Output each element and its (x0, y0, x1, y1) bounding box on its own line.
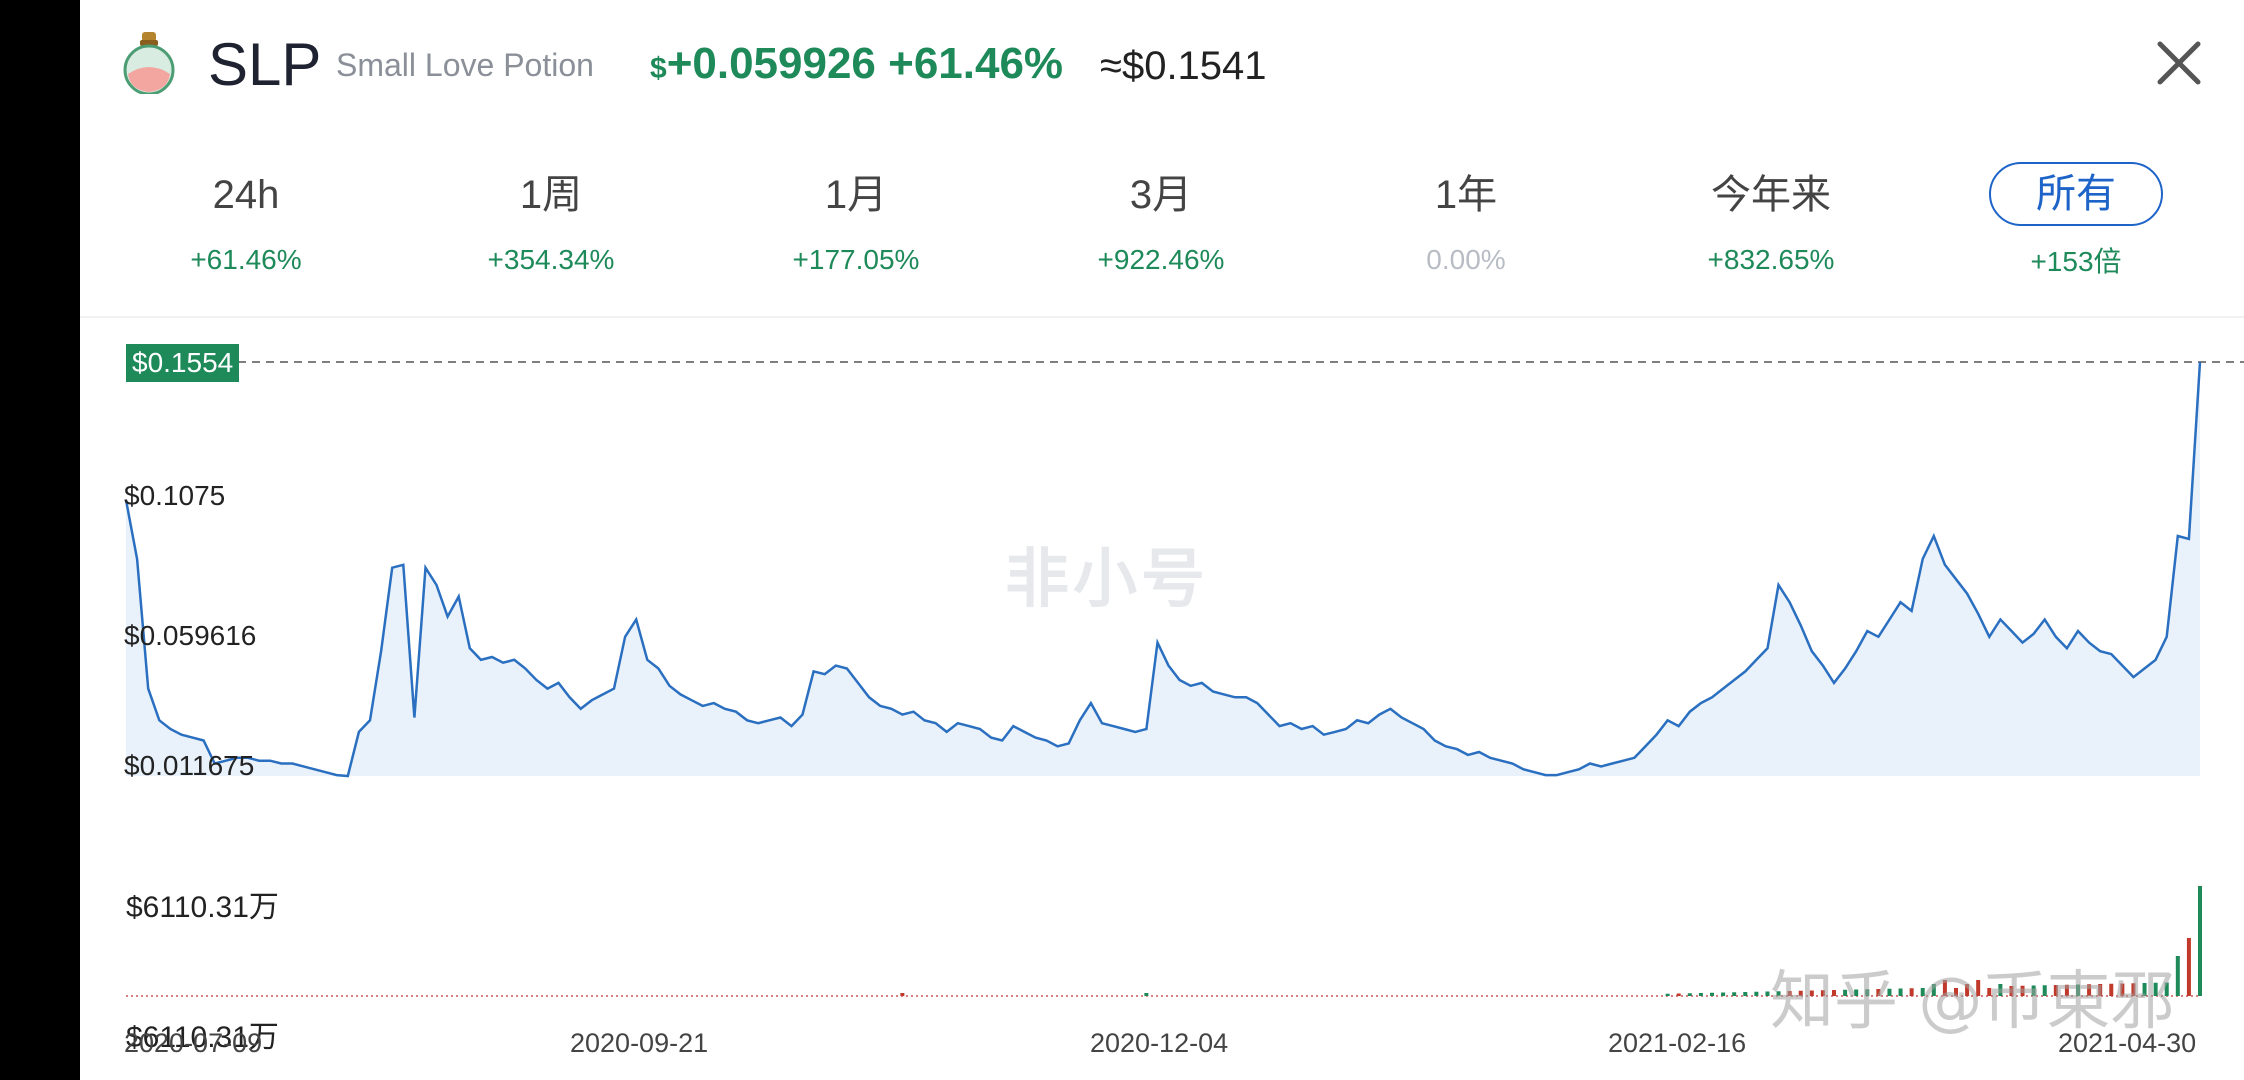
tab-label: 24h (212, 173, 280, 217)
volume-bar (1743, 992, 1748, 996)
volume-label-max: $6110.31万 (126, 891, 279, 924)
dollar-sign: $ (650, 52, 667, 85)
volume-bar (2164, 982, 2169, 996)
close-icon[interactable] (2152, 36, 2206, 90)
volume-bar (2053, 985, 2058, 996)
tab-percent: +832.65% (1707, 244, 1835, 275)
coin-detail-panel: SLP Small Love Potion $+0.059926 +61.46%… (80, 0, 2244, 1080)
volume-bar (1698, 993, 1703, 996)
tab-1week[interactable]: 1周 +354.34% (451, 160, 651, 276)
volume-bar (2175, 956, 2180, 996)
x-axis-label: 2020-12-04 (1090, 1028, 1229, 1058)
volume-bar (2109, 983, 2114, 996)
volume-bar (2098, 984, 2103, 996)
x-axis-label: 2020-09-21 (570, 1028, 709, 1058)
watermark-feixiaohao: 非小号 (1005, 543, 1209, 617)
volume-bar (1710, 992, 1714, 996)
tab-all[interactable]: 所有 +153倍 (1976, 160, 2176, 280)
tab-percent: +354.34% (487, 244, 615, 275)
x-axis-label: 2021-02-16 (1608, 1028, 1747, 1058)
volume-bar (900, 993, 905, 996)
price-area-fill (126, 362, 2200, 776)
coin-full-name: Small Love Potion (336, 47, 594, 83)
volume-bar (1887, 988, 1892, 996)
volume-bar (1798, 990, 1803, 996)
volume-bar (1754, 991, 1759, 996)
tab-percent: +61.46% (190, 244, 302, 275)
tab-percent: +177.05% (792, 244, 920, 275)
volume-bar (1909, 988, 1914, 996)
volume-bar (1721, 992, 1726, 996)
tab-label: 1年 (1434, 173, 1498, 217)
approx-price: ≈$0.1541 (1100, 44, 1267, 88)
tab-percent: +922.46% (1097, 244, 1225, 275)
x-axis-label: 2020-07-09 (124, 1028, 263, 1058)
volume-bar (1942, 980, 1947, 996)
tab-1month[interactable]: 1月 +177.05% (756, 160, 956, 276)
tab-label: 1周 (519, 173, 583, 217)
volume-bar (2042, 985, 2047, 996)
volume-bar (1144, 993, 1149, 996)
y-axis-label: $0.1075 (124, 480, 226, 511)
tab-label: 3月 (1129, 173, 1193, 217)
tab-1year[interactable]: 1年 0.00% (1366, 160, 1566, 276)
y-axis-label: $0.059616 (124, 620, 257, 651)
volume-bar (1976, 980, 1981, 996)
volume-bar (1665, 993, 1670, 996)
volume-bar (1876, 989, 1881, 996)
price-change-value: +0.059926 +61.46% (666, 39, 1064, 88)
tab-ytd[interactable]: 今年来 +832.65% (1671, 160, 1871, 276)
volume-bar (1965, 984, 1970, 996)
volume-bar (1687, 993, 1692, 996)
volume-bar (2142, 983, 2147, 996)
tab-3month[interactable]: 3月 +922.46% (1061, 160, 1261, 276)
volume-bar (1843, 989, 1848, 996)
potion-bottle-icon (123, 32, 175, 94)
volume-bar (2120, 983, 2125, 996)
tab-percent: +153倍 (2030, 246, 2122, 277)
price-chart[interactable] (80, 0, 2244, 1080)
divider (80, 316, 2244, 318)
volume-bar (1954, 988, 1958, 996)
tab-24h[interactable]: 24h +61.46% (146, 160, 346, 276)
price-change: $+0.059926 +61.46% (650, 36, 1063, 97)
volume-bar (1987, 988, 1992, 996)
x-axis-label: 2021-04-30 (2058, 1028, 2197, 1058)
volume-bar (2186, 938, 2191, 996)
tab-label: 今年来 (1711, 173, 1831, 217)
volume-bar (1809, 990, 1814, 996)
volume-bar (1998, 984, 2003, 996)
watermark-zhihu: 知乎 @币東邪 (1770, 965, 2175, 1039)
volume-bar (2198, 886, 2202, 996)
volume-bar (1854, 989, 1859, 996)
volume-bar (1676, 993, 1681, 996)
coin-symbol: SLP (208, 31, 322, 98)
volume-bar (2076, 984, 2080, 996)
volume-bar (1865, 989, 1870, 996)
tab-label: 1月 (824, 173, 888, 217)
volume-bar (2009, 986, 2014, 996)
volume-bar (1931, 984, 1936, 996)
volume-bar (1920, 988, 1925, 996)
volume-bar (1732, 992, 1737, 996)
volume-bar (1776, 991, 1781, 996)
volume-bar (2131, 983, 2136, 996)
volume-bar (2031, 985, 2036, 996)
current-price-tag: $0.1554 (126, 344, 240, 382)
tab-label: 所有 (1989, 162, 2163, 226)
tab-percent: 0.00% (1426, 244, 1506, 275)
price-line (124, 361, 2202, 778)
volume-bar (1832, 990, 1836, 996)
volume-bar (1765, 991, 1770, 996)
volume-bar (1820, 990, 1825, 996)
volume-bar (1898, 988, 1903, 996)
volume-label-min: $6110.31万 (126, 1021, 279, 1054)
volume-bar (2087, 984, 2092, 996)
volume-bar (2020, 985, 2025, 996)
y-axis-label: $0.011675 (124, 750, 255, 781)
volume-bar (1787, 991, 1792, 996)
volume-bar (2064, 984, 2069, 996)
volume-bar (2153, 982, 2158, 996)
